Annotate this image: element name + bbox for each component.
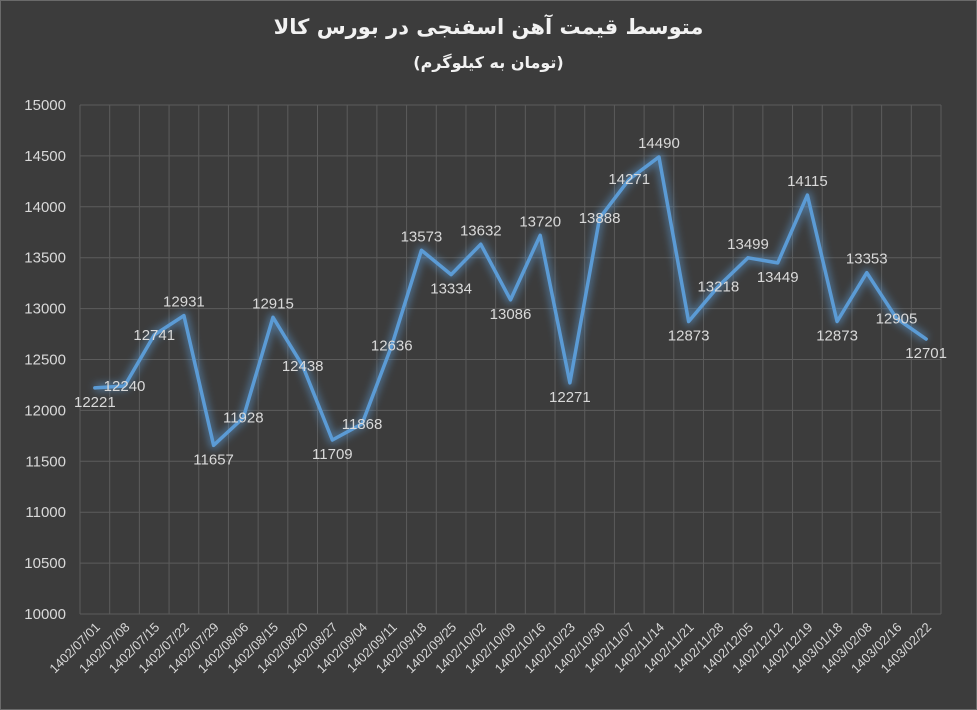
- y-tick-label: 14000: [24, 199, 66, 216]
- data-label: 13334: [430, 281, 472, 298]
- data-label: 12873: [816, 328, 858, 345]
- data-label: 12701: [905, 345, 947, 362]
- data-label: 12915: [252, 295, 294, 312]
- data-label: 13449: [757, 269, 799, 286]
- data-label: 12741: [133, 327, 175, 344]
- data-label: 13632: [460, 222, 502, 239]
- data-label: 13353: [846, 251, 888, 268]
- data-label: 12221: [74, 394, 116, 411]
- y-tick-label: 11500: [25, 453, 66, 470]
- data-label: 13086: [490, 306, 532, 323]
- y-tick-label: 15000: [24, 97, 66, 114]
- series-line: [93, 155, 928, 448]
- data-label: 13218: [697, 278, 739, 295]
- data-label: 12636: [371, 338, 413, 355]
- data-label: 11868: [342, 416, 383, 433]
- data-label: 13499: [727, 236, 769, 253]
- data-label: 14115: [787, 173, 828, 190]
- data-label: 12873: [668, 328, 710, 345]
- chart-title: متوسط قیمت آهن اسفنجی در بورس کالا: [273, 15, 704, 39]
- y-tick-label: 13000: [24, 301, 66, 318]
- data-label: 12931: [163, 294, 205, 311]
- data-label: 12438: [282, 358, 324, 375]
- data-label: 11928: [223, 410, 264, 427]
- data-label: 11709: [312, 446, 353, 463]
- data-label: 13888: [579, 210, 621, 227]
- y-tick-label: 10000: [24, 606, 66, 623]
- data-label: 12271: [549, 389, 591, 406]
- y-tick-label: 10500: [24, 555, 66, 572]
- chart-subtitle: (تومان به کیلوگرم): [413, 53, 564, 72]
- data-label: 11657: [193, 451, 234, 468]
- data-label: 13720: [519, 213, 561, 230]
- data-label: 12905: [876, 310, 918, 327]
- data-label: 13573: [401, 228, 443, 245]
- y-tick-label: 13500: [24, 250, 66, 267]
- y-tick-label: 12000: [24, 402, 66, 419]
- y-tick-label: 14500: [24, 148, 66, 165]
- data-label: 12240: [104, 378, 146, 395]
- data-label: 14490: [638, 135, 680, 152]
- y-tick-label: 12500: [24, 352, 66, 369]
- y-tick-label: 11000: [25, 504, 66, 521]
- data-label: 14271: [608, 171, 650, 188]
